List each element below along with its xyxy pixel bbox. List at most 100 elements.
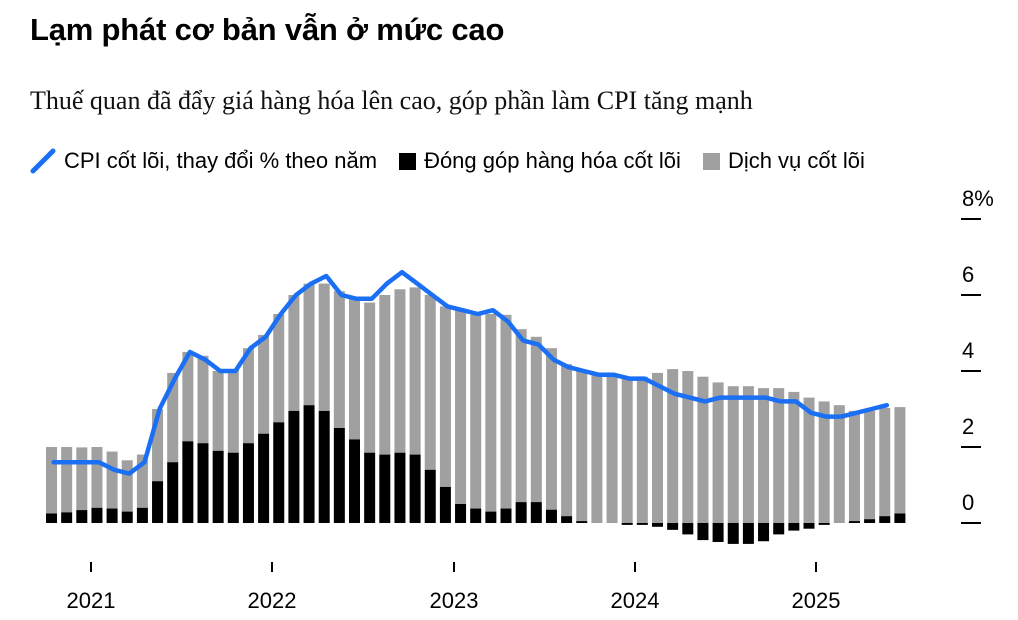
x-tick-label: 2023 [430, 588, 479, 613]
goods-bar [682, 523, 694, 535]
goods-bar [349, 439, 360, 523]
services-bar [242, 348, 254, 444]
services-bar [833, 405, 845, 523]
goods-bar [894, 513, 906, 523]
services-bar [561, 364, 573, 517]
goods-bar [667, 523, 679, 530]
goods-bar [182, 441, 194, 523]
goods-bar [303, 405, 315, 523]
services-bar [591, 372, 603, 523]
services-bar [273, 314, 285, 423]
services-bar [136, 454, 148, 508]
services-bar [545, 348, 557, 510]
services-bar [848, 410, 860, 522]
services-bar [455, 310, 467, 504]
services-bar [682, 371, 694, 523]
goods-bar [379, 454, 391, 523]
goods-bar [773, 523, 785, 535]
goods-bar [758, 523, 770, 542]
goods-bar [318, 410, 330, 523]
goods-bar [227, 452, 239, 523]
legend-item-goods: Đóng góp hàng hóa cốt lõi [399, 148, 681, 174]
goods-bar [545, 509, 557, 523]
chart-title: Lạm phát cơ bản vẫn ở mức cao [30, 12, 505, 47]
goods-bar [439, 486, 451, 523]
services-bar [652, 372, 663, 523]
services-bar [742, 386, 754, 523]
goods-bar [273, 422, 285, 523]
goods-bar [636, 523, 648, 525]
services-bar [182, 352, 194, 442]
legend: CPI cốt lõi, thay đổi % theo năm Đóng gó… [30, 148, 1010, 174]
goods-bar [61, 512, 73, 523]
services-swatch-icon [702, 152, 720, 170]
goods-bar [803, 523, 815, 529]
goods-bar [46, 513, 57, 523]
services-bar [727, 386, 739, 523]
services-bar [773, 388, 785, 523]
goods-bar [848, 521, 860, 523]
legend-label-services: Dịch vụ cốt lõi [727, 148, 865, 173]
goods-bar [864, 519, 876, 523]
goods-bar [652, 523, 663, 527]
y-tick-label: 8% [962, 186, 994, 211]
services-bar [76, 447, 88, 511]
goods-bar [394, 452, 406, 523]
goods-bar [258, 433, 270, 523]
services-bar [879, 407, 891, 517]
goods-bar [152, 481, 164, 523]
goods-bar [106, 508, 118, 523]
services-bar [803, 397, 815, 523]
services-bar [409, 287, 421, 455]
services-bar [788, 391, 800, 523]
services-bar [333, 291, 345, 428]
services-bar [530, 336, 542, 503]
goods-bar [242, 443, 254, 523]
goods-bar [515, 502, 527, 523]
goods-bar [136, 507, 148, 523]
goods-bar [91, 507, 103, 523]
x-tick-label: 2021 [67, 588, 116, 613]
goods-bar [712, 523, 724, 542]
services-bar [758, 388, 770, 523]
legend-label-cpi: CPI cốt lõi, thay đổi % theo năm [64, 148, 378, 173]
goods-bar [742, 523, 754, 544]
goods-bar [167, 462, 179, 523]
services-bar [303, 283, 315, 406]
services-bar [61, 447, 73, 513]
goods-bar [561, 516, 573, 523]
services-bar [485, 314, 497, 512]
services-bar [106, 451, 118, 509]
services-bar [576, 371, 588, 522]
goods-bar [121, 511, 133, 523]
goods-bar [788, 523, 800, 531]
goods-bar [818, 523, 830, 525]
y-tick-label: 0 [962, 490, 974, 515]
services-bar [515, 329, 527, 503]
services-bar [636, 376, 648, 523]
goods-bar [697, 523, 709, 541]
services-bar [621, 376, 633, 523]
goods-bar [727, 523, 739, 544]
goods-bar [485, 511, 497, 523]
services-bar [364, 302, 376, 453]
services-bar [818, 401, 830, 523]
goods-bar [576, 521, 588, 523]
goods-bar [333, 428, 345, 523]
services-bar [500, 314, 512, 509]
y-tick-label: 4 [962, 338, 974, 363]
goods-bar [500, 508, 512, 523]
services-bar [424, 295, 436, 470]
services-bar [470, 314, 482, 509]
goods-bar [212, 450, 224, 523]
x-tick-label: 2025 [792, 588, 841, 613]
services-bar [212, 371, 224, 451]
x-tick-label: 2022 [248, 588, 297, 613]
services-bar [697, 376, 709, 523]
services-bar [439, 306, 451, 487]
services-bar [894, 407, 906, 514]
services-bar [864, 410, 876, 520]
legend-item-services: Dịch vụ cốt lõi [702, 148, 865, 174]
legend-item-cpi: CPI cốt lõi, thay đổi % theo năm [30, 148, 377, 174]
services-bar [227, 369, 239, 453]
